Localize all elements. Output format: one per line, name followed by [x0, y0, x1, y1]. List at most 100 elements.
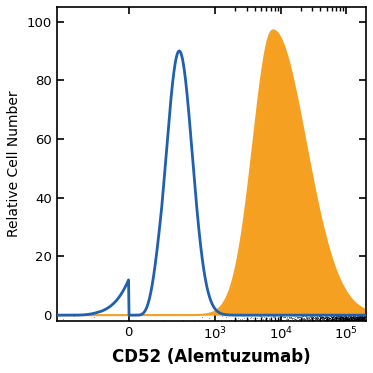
- Point: [341, 317, 347, 323]
- Point: [289, 315, 295, 321]
- Point: [355, 314, 361, 320]
- Point: [354, 317, 360, 323]
- Point: [352, 317, 358, 323]
- Point: [323, 314, 329, 320]
- Point: [336, 315, 342, 321]
- Point: [361, 316, 367, 322]
- Point: [343, 314, 349, 320]
- Point: [358, 317, 364, 323]
- Point: [295, 315, 301, 321]
- Point: [350, 314, 356, 320]
- Point: [356, 317, 362, 323]
- Point: [340, 317, 346, 323]
- Point: [347, 316, 353, 322]
- Point: [275, 316, 280, 322]
- Point: [360, 315, 366, 321]
- Point: [325, 316, 331, 322]
- Point: [357, 314, 363, 320]
- Point: [356, 314, 362, 320]
- Point: [331, 317, 337, 323]
- Point: [333, 317, 339, 323]
- Point: [295, 314, 301, 320]
- Point: [335, 316, 341, 322]
- Point: [322, 315, 328, 321]
- Point: [327, 313, 333, 319]
- Point: [286, 314, 292, 320]
- Point: [334, 317, 340, 323]
- Point: [338, 314, 344, 320]
- Point: [322, 314, 328, 320]
- Point: [356, 315, 362, 321]
- Point: [350, 315, 356, 321]
- Point: [326, 315, 332, 321]
- Point: [350, 313, 356, 319]
- Point: [357, 314, 363, 320]
- Point: [332, 315, 338, 321]
- Point: [351, 317, 357, 323]
- Point: [361, 315, 367, 321]
- Point: [335, 317, 341, 323]
- Point: [347, 317, 353, 323]
- Point: [358, 316, 364, 322]
- Point: [357, 313, 363, 319]
- Point: [361, 317, 367, 323]
- Point: [347, 313, 353, 319]
- Point: [338, 314, 344, 320]
- Point: [264, 317, 270, 323]
- Point: [347, 314, 353, 320]
- Point: [336, 313, 342, 319]
- Point: [354, 316, 360, 322]
- Point: [354, 315, 360, 321]
- Point: [360, 314, 366, 320]
- Point: [357, 314, 363, 320]
- Point: [266, 314, 272, 320]
- Point: [301, 315, 307, 321]
- Point: [361, 316, 367, 322]
- Point: [314, 315, 320, 321]
- Point: [263, 317, 269, 323]
- Point: [360, 314, 366, 320]
- Point: [347, 314, 352, 320]
- Point: [320, 314, 326, 320]
- Point: [361, 317, 367, 323]
- Point: [317, 316, 323, 322]
- Point: [341, 315, 347, 321]
- Point: [335, 313, 341, 319]
- Point: [351, 317, 357, 323]
- Point: [356, 316, 362, 322]
- Point: [200, 314, 206, 320]
- Point: [342, 314, 348, 320]
- Point: [325, 316, 330, 322]
- Point: [287, 317, 293, 323]
- Point: [357, 314, 363, 320]
- Point: [317, 316, 323, 322]
- Point: [345, 317, 351, 323]
- Point: [342, 317, 348, 323]
- Point: [330, 315, 336, 321]
- Point: [247, 316, 253, 322]
- Point: [345, 314, 351, 320]
- Point: [354, 316, 360, 322]
- Point: [291, 315, 297, 321]
- Point: [297, 314, 303, 320]
- Point: [360, 317, 366, 323]
- Point: [326, 315, 332, 321]
- Point: [344, 316, 350, 322]
- Point: [349, 315, 355, 321]
- Point: [360, 317, 366, 323]
- Point: [354, 316, 360, 322]
- Point: [351, 316, 357, 322]
- Point: [345, 316, 351, 322]
- Point: [357, 315, 363, 321]
- Point: [353, 316, 359, 322]
- Point: [315, 314, 321, 320]
- Y-axis label: Relative Cell Number: Relative Cell Number: [7, 91, 21, 237]
- Point: [285, 316, 291, 322]
- Point: [361, 313, 367, 319]
- Point: [350, 316, 355, 322]
- Point: [336, 316, 342, 322]
- Point: [354, 315, 360, 321]
- Point: [360, 314, 366, 320]
- Point: [355, 314, 361, 320]
- Point: [345, 316, 351, 322]
